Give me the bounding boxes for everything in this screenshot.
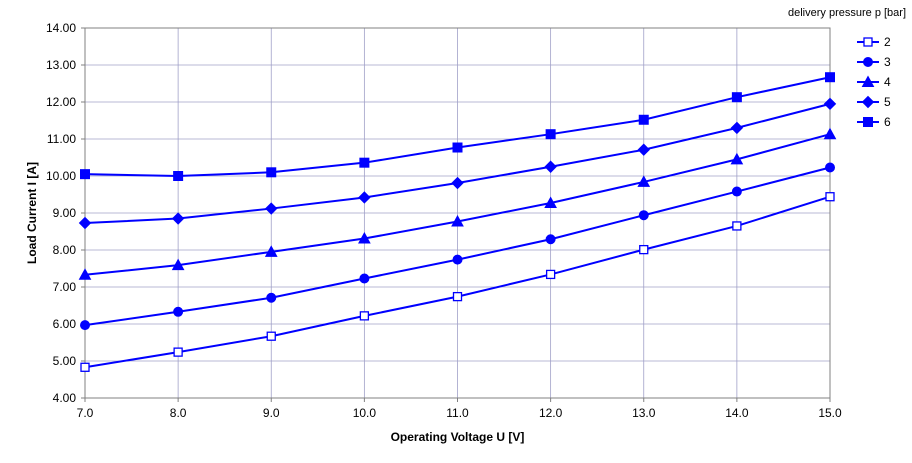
legend-item-4: 4 <box>857 75 891 89</box>
data-point <box>359 157 370 168</box>
data-point <box>545 129 556 140</box>
data-point <box>78 268 92 280</box>
data-point <box>452 254 463 265</box>
legend-marker <box>861 75 875 87</box>
data-point <box>730 121 744 135</box>
data-point <box>80 362 90 372</box>
series-6 <box>80 72 835 181</box>
data-point <box>80 320 90 331</box>
data-point <box>545 269 556 280</box>
data-point <box>173 306 184 317</box>
series-4 <box>78 127 837 280</box>
y-tick-label: 13.00 <box>46 58 76 72</box>
data-point <box>825 192 835 202</box>
x-tick-label: 11.0 <box>446 406 469 420</box>
data-point <box>825 162 835 173</box>
data-point <box>266 292 277 303</box>
x-axis-label: Operating Voltage U [V] <box>391 430 525 444</box>
legend-label: 5 <box>884 95 891 109</box>
data-point <box>825 72 835 83</box>
legend-item-5: 5 <box>857 95 891 109</box>
legend-marker <box>863 57 873 67</box>
y-axis-label: Load Current I [A] <box>25 162 39 264</box>
data-point <box>823 97 837 111</box>
data-point <box>359 311 370 321</box>
x-tick-label: 14.0 <box>725 406 749 420</box>
legend-title: delivery pressure p [bar] <box>788 7 906 19</box>
data-point <box>358 231 371 244</box>
legend-item-2: 2 <box>857 35 891 49</box>
data-point <box>80 169 90 180</box>
legend-item-3: 3 <box>857 55 891 69</box>
data-point <box>731 92 742 103</box>
y-tick-label: 14.00 <box>46 21 76 35</box>
data-point <box>451 214 464 227</box>
data-point <box>264 245 278 257</box>
y-tick-label: 4.00 <box>53 391 77 405</box>
data-point <box>544 160 557 173</box>
data-point <box>637 143 650 156</box>
y-tick-label: 11.00 <box>47 132 76 146</box>
y-axis-ticks: 4.00 5.00 6.00 7.00 8.00 9.00 10.00 11.00 12.00 1… <box>46 21 76 405</box>
x-tick-label: 7.0 <box>77 406 94 420</box>
x-axis-ticks: 7.0 8.0 9.0 10.0 11.0 12.0 13.0 14.0 15.0 <box>77 406 842 420</box>
data-point <box>171 212 185 225</box>
data-point <box>451 176 464 190</box>
legend-marker <box>861 95 875 109</box>
series-5 <box>78 97 837 230</box>
data-point <box>78 216 92 230</box>
data-point <box>823 127 837 140</box>
legend-marker <box>863 117 873 127</box>
data-point <box>730 152 744 165</box>
plot-frame <box>84 27 831 399</box>
data-point <box>732 221 742 231</box>
legend-label: 6 <box>884 115 891 129</box>
legend-label: 3 <box>884 55 891 69</box>
data-point <box>452 142 463 153</box>
y-tick-label: 10.00 <box>46 169 76 183</box>
data-point <box>265 202 278 215</box>
series-2 <box>80 192 835 372</box>
data-point <box>173 171 184 181</box>
y-tick-label: 7.00 <box>53 280 77 294</box>
data-point <box>452 291 463 302</box>
data-point <box>544 196 557 209</box>
x-tick-label: 12.0 <box>539 406 563 420</box>
data-point <box>266 167 277 178</box>
x-tick-label: 9.0 <box>263 406 280 420</box>
data-point <box>171 258 185 271</box>
legend-label: 4 <box>884 75 891 89</box>
x-tick-label: 10.0 <box>353 406 377 420</box>
y-tick-label: 5.00 <box>53 354 77 368</box>
x-tick-label: 8.0 <box>170 406 187 420</box>
data-point <box>173 347 183 357</box>
legend-marker <box>863 37 873 47</box>
x-tick-label: 13.0 <box>632 406 656 420</box>
grid <box>81 27 831 402</box>
legend: 2 3 4 5 6 <box>857 35 891 129</box>
series-group <box>78 72 837 372</box>
y-tick-label: 8.00 <box>53 243 77 257</box>
y-tick-label: 9.00 <box>53 206 77 220</box>
data-point <box>358 191 371 204</box>
y-tick-label: 6.00 <box>53 317 77 331</box>
data-point <box>639 244 649 255</box>
data-point <box>637 175 651 187</box>
legend-label: 2 <box>884 35 891 49</box>
x-tick-label: 15.0 <box>818 406 842 420</box>
legend-item-6: 6 <box>857 115 891 129</box>
data-point <box>359 273 370 284</box>
data-point <box>731 186 742 197</box>
y-tick-label: 12.00 <box>46 95 76 109</box>
series-3 <box>80 162 835 331</box>
data-point <box>638 114 649 125</box>
data-point <box>638 210 649 221</box>
data-point <box>545 234 556 245</box>
data-point <box>266 331 276 341</box>
